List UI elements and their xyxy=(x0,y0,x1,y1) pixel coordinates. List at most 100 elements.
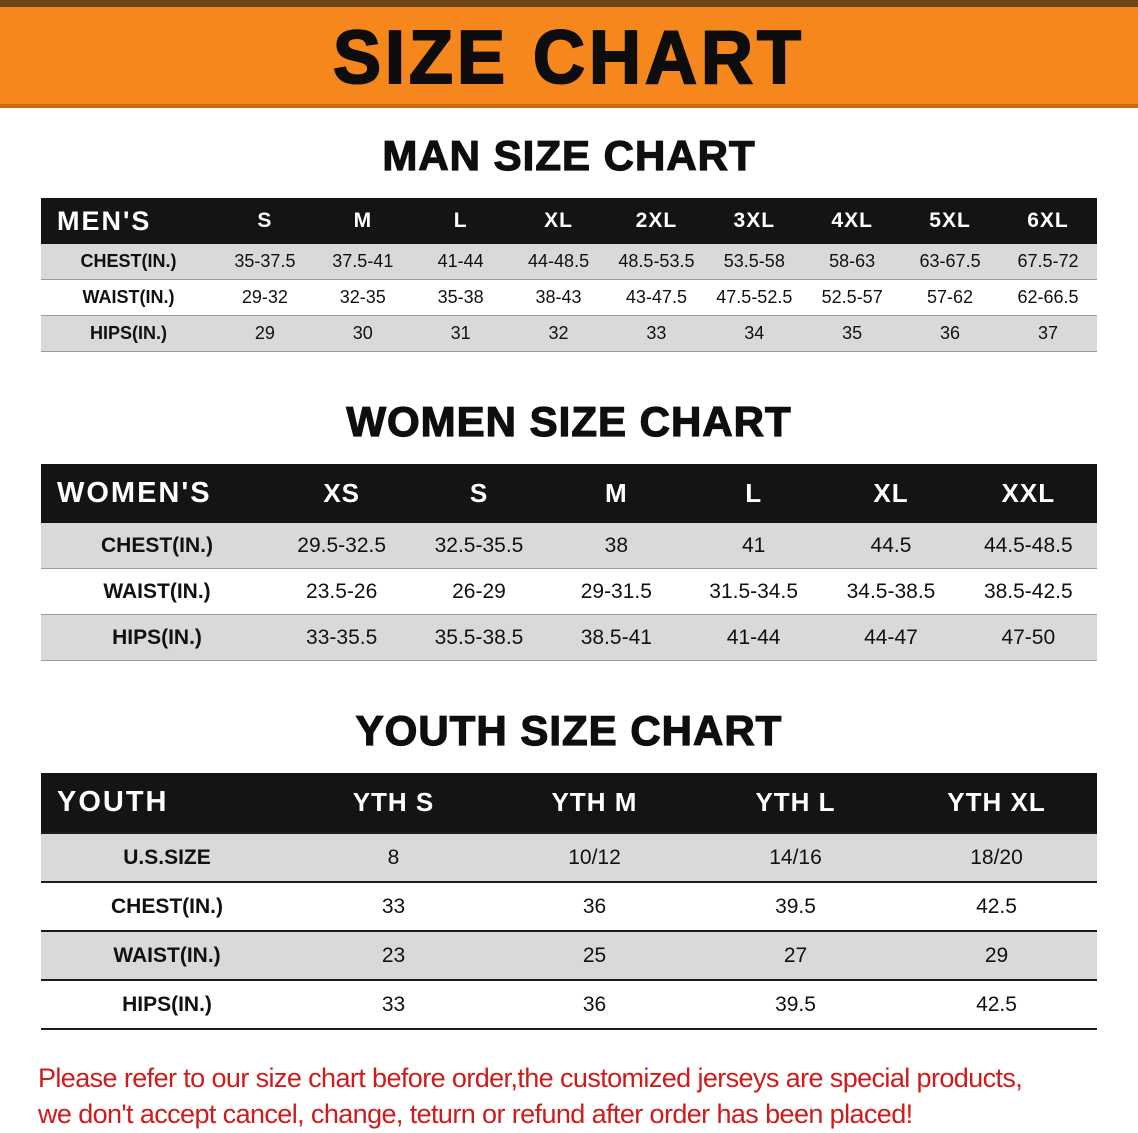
section-title-women: WOMEN SIZE CHART xyxy=(346,397,792,445)
section-men: MAN SIZE CHART MEN'S S M L XL 2XL 3XL 4XL 5XL 6XL C… xyxy=(0,131,1138,352)
size-cell: 29.5-32.5 xyxy=(297,533,387,557)
size-cell: 23 xyxy=(381,943,406,967)
header-row: MEN'S S M L XL 2XL 3XL 4XL 5XL 6XL xyxy=(41,198,1097,244)
column-header: 3XL xyxy=(705,198,804,244)
row-label: WAIST(IN.) xyxy=(113,943,221,967)
column-header: S xyxy=(410,464,548,523)
size-cell: 35.5-38.5 xyxy=(434,625,524,649)
column-header: M xyxy=(313,198,412,244)
section-youth: YOUTH SIZE CHART YOUTH YTH S YTH M YTH L YTH … xyxy=(0,706,1138,1030)
size-cell: 41-44 xyxy=(726,625,781,649)
table-row: WAIST(IN.) 29-32 32-35 35-38 38-43 43-47.5 47.… xyxy=(41,280,1097,316)
row-label: CHEST(IN.) xyxy=(101,533,213,557)
row-label: WAIST(IN.) xyxy=(82,287,175,307)
section-title-youth: YOUTH SIZE CHART xyxy=(355,706,783,754)
size-cell: 44-47 xyxy=(864,625,918,649)
size-cell: 67.5-72 xyxy=(1017,251,1079,271)
column-header: M xyxy=(547,464,685,523)
size-cell: 36 xyxy=(582,992,607,1016)
size-cell: 23.5-26 xyxy=(306,579,378,603)
size-cell: 38-43 xyxy=(535,287,582,307)
youth-size-table: YOUTH YTH S YTH M YTH L YTH XL U.S.SIZE 8 10/12… xyxy=(41,773,1097,1030)
table-header-label: WOMEN'S xyxy=(41,464,273,523)
size-cell: 33 xyxy=(646,323,667,343)
size-cell: 38.5-42.5 xyxy=(983,579,1073,603)
size-cell: 32.5-35.5 xyxy=(434,533,524,557)
row-label: HIPS(IN.) xyxy=(112,625,202,649)
row-label: HIPS(IN.) xyxy=(122,992,212,1016)
size-cell: 44.5-48.5 xyxy=(983,533,1073,557)
women-table-body: CHEST(IN.) 29.5-32.5 32.5-35.5 38 41 44.5 44.5… xyxy=(41,523,1097,661)
column-header: L xyxy=(684,464,823,523)
row-label: CHEST(IN.) xyxy=(111,894,223,918)
column-header: XL xyxy=(822,464,960,523)
size-cell: 34 xyxy=(744,323,765,343)
column-header: 2XL xyxy=(607,198,706,244)
size-cell: 37.5-41 xyxy=(332,251,394,271)
column-header: L xyxy=(411,198,510,244)
youth-table-head: YOUTH YTH S YTH M YTH L YTH XL xyxy=(41,773,1097,833)
size-cell: 33 xyxy=(381,992,406,1016)
size-cell: 10/12 xyxy=(568,845,621,869)
table-row: WAIST(IN.) 23 25 27 29 xyxy=(41,931,1097,980)
size-cell: 35-37.5 xyxy=(234,251,296,271)
banner: SIZE CHART xyxy=(0,0,1138,108)
size-cell: 32 xyxy=(548,323,569,343)
column-header: 6XL xyxy=(999,198,1097,244)
table-row: CHEST(IN.) 35-37.5 37.5-41 41-44 44-48.5 48.5… xyxy=(41,244,1097,280)
table-row: WAIST(IN.) 23.5-26 26-29 29-31.5 31.5-34.5 34… xyxy=(41,569,1097,615)
column-header: YTH S xyxy=(293,773,494,833)
size-cell: 36 xyxy=(940,323,961,343)
size-cell: 30 xyxy=(352,323,373,343)
size-cell: 41 xyxy=(741,533,766,557)
size-cell: 48.5-53.5 xyxy=(618,251,695,271)
size-cell: 38.5-41 xyxy=(580,625,652,649)
size-cell: 35-38 xyxy=(437,287,484,307)
size-cell: 29 xyxy=(984,943,1009,967)
size-cell: 33-35.5 xyxy=(306,625,378,649)
section-women: WOMEN SIZE CHART WOMEN'S XS S M L XL XXL CHEST(I… xyxy=(0,397,1138,661)
row-label: HIPS(IN.) xyxy=(89,323,167,343)
row-label: WAIST(IN.) xyxy=(103,579,211,603)
size-cell: 26-29 xyxy=(452,579,506,603)
size-cell: 57-62 xyxy=(927,287,974,307)
size-cell: 62-66.5 xyxy=(1017,287,1079,307)
size-cell: 39.5 xyxy=(775,992,816,1016)
men-size-table: MEN'S S M L XL 2XL 3XL 4XL 5XL 6XL CHEST(IN.) 35-37… xyxy=(41,198,1097,352)
column-header: YTH M xyxy=(494,773,695,833)
column-header: XL xyxy=(509,198,608,244)
size-cell: 29-32 xyxy=(241,287,288,307)
size-cell: 63-67.5 xyxy=(919,251,981,271)
size-cell: 52.5-57 xyxy=(821,287,883,307)
footer-notice: Please refer to our size chart before or… xyxy=(38,1060,1138,1133)
size-cell: 29 xyxy=(254,323,275,343)
size-cell: 8 xyxy=(387,845,400,869)
notice-line-1: Please refer to our size chart before or… xyxy=(38,1063,1023,1093)
header-row: YOUTH YTH S YTH M YTH L YTH XL xyxy=(41,773,1097,833)
size-cell: 47-50 xyxy=(1001,625,1056,649)
size-cell: 38 xyxy=(604,533,628,557)
size-cell: 36 xyxy=(582,894,607,918)
column-header: XS xyxy=(273,464,411,523)
column-header: 5XL xyxy=(901,198,999,244)
row-label: CHEST(IN.) xyxy=(80,251,177,271)
youth-table-body: U.S.SIZE 8 10/12 14/16 18/20 CHEST(IN.) 33 36 39… xyxy=(41,833,1097,1029)
size-cell: 42.5 xyxy=(976,894,1017,918)
page-title: SIZE CHART xyxy=(332,14,805,100)
size-cell: 35 xyxy=(842,323,863,343)
column-header: YTH XL xyxy=(896,773,1097,833)
size-cell: 29-31.5 xyxy=(580,579,652,603)
size-cell: 41-44 xyxy=(437,251,484,271)
size-cell: 39.5 xyxy=(775,894,816,918)
size-cell: 33 xyxy=(381,894,406,918)
size-cell: 34.5-38.5 xyxy=(846,579,936,603)
table-row: HIPS(IN.) 29 30 31 32 33 34 35 36 37 xyxy=(41,315,1097,352)
row-label: U.S.SIZE xyxy=(123,845,211,869)
size-cell: 27 xyxy=(783,943,808,967)
size-cell: 53.5-58 xyxy=(723,251,785,271)
size-cell: 47.5-52.5 xyxy=(716,287,793,307)
table-header-label: MEN'S xyxy=(41,198,216,244)
table-row: U.S.SIZE 8 10/12 14/16 18/20 xyxy=(41,833,1097,882)
size-cell: 37 xyxy=(1037,323,1059,343)
